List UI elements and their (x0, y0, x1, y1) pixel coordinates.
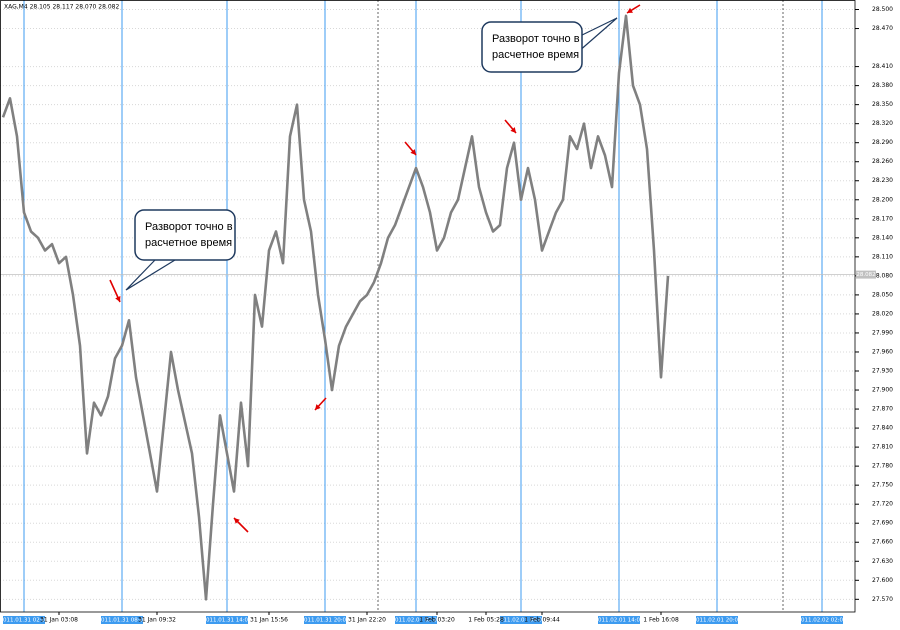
y-tick-label: 28.020 (872, 310, 893, 317)
callout-box (481, 21, 583, 73)
time-marker-label: 2011.02.02 02:08 (797, 618, 847, 624)
y-tick-label: 27.750 (872, 482, 893, 489)
y-tick-label: 27.780 (872, 463, 893, 470)
y-tick-label: 27.900 (872, 387, 893, 394)
y-tick-label: 28.260 (872, 158, 893, 165)
time-marker-box (304, 616, 346, 624)
y-tick-label: 27.930 (872, 368, 893, 375)
y-tick-label: 27.840 (872, 425, 893, 432)
time-marker-label: 2011.01.31 20:08 (300, 618, 350, 624)
x-tick-label: 1 Feb 09:44 (524, 617, 560, 624)
callout: Разворот точно в расчетное время (125, 209, 236, 291)
time-marker-label: 2011.02.01 14:08 (594, 618, 644, 624)
time-marker-label: 2011.02.01 08:08 (496, 618, 546, 624)
y-tick-label: 27.630 (872, 558, 893, 565)
y-tick-label: 28.470 (872, 25, 893, 32)
y-tick-label: 27.870 (872, 406, 893, 413)
callout-text: Разворот точно в (492, 33, 580, 45)
callout-text: расчетное время (492, 49, 579, 61)
callout-tail (577, 17, 618, 53)
y-tick-label: 27.660 (872, 539, 893, 546)
time-marker-box (3, 616, 45, 624)
callout: Разворот точно в расчетное время (481, 17, 618, 73)
x-tick-label: 1 Feb 16:08 (643, 617, 679, 624)
time-marker-label: 2011.02.01 20:08 (692, 618, 742, 624)
y-tick-label: 27.810 (872, 444, 893, 451)
arrow-head (410, 149, 416, 155)
y-tick-label: 28.410 (872, 63, 893, 70)
x-tick-label: 31 Jan 09:32 (138, 617, 176, 624)
y-tick-label: 27.990 (872, 329, 893, 336)
x-tick-label: 31 Jan 03:08 (40, 617, 78, 624)
y-tick-label: 28.140 (872, 234, 893, 241)
arrow-head (234, 518, 240, 524)
y-tick-label: 28.080 (872, 272, 893, 279)
arrow-head (510, 127, 516, 133)
y-tick-label: 28.350 (872, 101, 893, 108)
callout-box (134, 209, 236, 261)
current-price-label: 28.082 (856, 272, 875, 278)
callout-text: расчетное время (145, 237, 232, 249)
time-marker-label: 2011.01.31 02:08 (0, 618, 49, 624)
plot-frame (0, 0, 856, 613)
y-tick-label: 28.200 (872, 196, 893, 203)
y-tick-label: 28.050 (872, 291, 893, 298)
y-tick-label: 27.960 (872, 348, 893, 355)
time-marker-box (101, 616, 143, 624)
y-tick-label: 28.380 (872, 82, 893, 89)
chart-title: XAG,M4 28.105 28.117 28.070 28.082 (4, 4, 119, 11)
current-price-box (856, 270, 876, 279)
x-tick-label: 1 Feb 05:28 (468, 617, 504, 624)
arrow-head (627, 7, 633, 13)
price-line (1, 14, 670, 601)
time-marker-box (206, 616, 248, 624)
time-marker-box (801, 616, 843, 624)
callout-tail (125, 259, 176, 291)
y-tick-label: 28.230 (872, 177, 893, 184)
time-marker-box (696, 616, 738, 624)
time-marker-box (598, 616, 640, 624)
time-marker-label: 2011.01.31 08:08 (97, 618, 147, 624)
arrow-head (315, 404, 321, 410)
arrow-head (115, 296, 121, 302)
time-marker-box (500, 616, 542, 624)
y-tick-label: 28.110 (872, 253, 893, 260)
y-tick-label: 27.720 (872, 501, 893, 508)
y-tick-label: 28.170 (872, 215, 893, 222)
time-marker-box (395, 616, 437, 624)
x-tick-label: 31 Jan 22:20 (348, 617, 386, 624)
x-tick-label: 31 Jan 15:56 (250, 617, 288, 624)
callout-text: Разворот точно в (145, 221, 233, 233)
time-marker-label: 2011.02.01 02:08 (391, 618, 441, 624)
y-tick-label: 27.570 (872, 596, 893, 603)
time-marker-label: 2011.01.31 14:08 (202, 618, 252, 624)
y-tick-label: 28.500 (872, 6, 893, 13)
x-tick-label: 1 Feb 03:20 (419, 617, 455, 624)
y-tick-label: 28.320 (872, 120, 893, 127)
y-tick-label: 27.690 (872, 520, 893, 527)
y-tick-label: 27.600 (872, 577, 893, 584)
y-tick-label: 28.290 (872, 139, 893, 146)
